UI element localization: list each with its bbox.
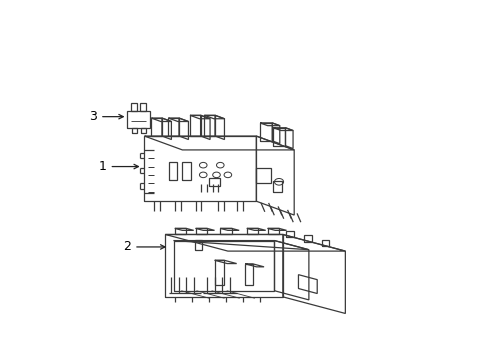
Text: 1: 1 bbox=[99, 160, 138, 173]
Text: 2: 2 bbox=[123, 240, 164, 253]
Text: 3: 3 bbox=[89, 110, 123, 123]
